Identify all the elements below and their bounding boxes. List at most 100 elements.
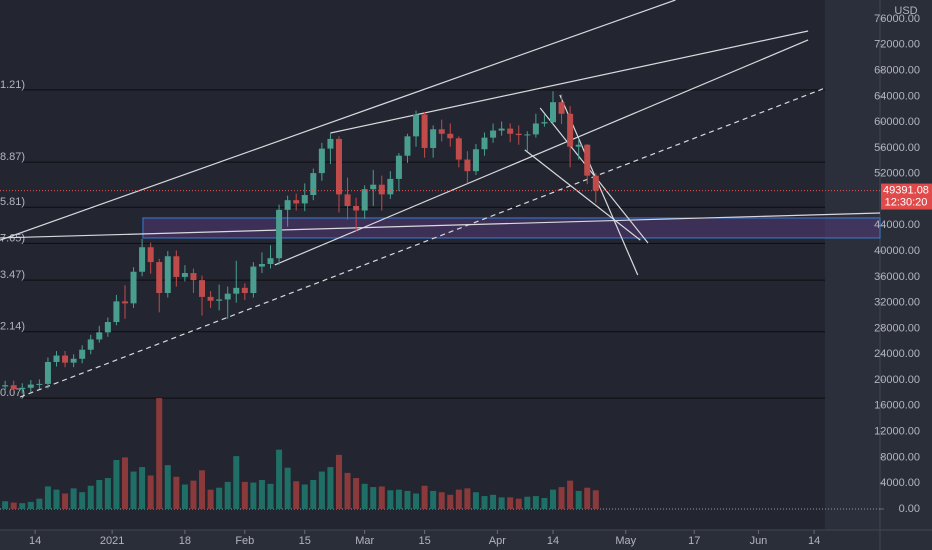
candle-body xyxy=(250,266,257,294)
candle-body xyxy=(558,102,565,114)
trendline xyxy=(0,212,881,239)
fib-level-label: 1.21) xyxy=(0,79,25,91)
volume-bar xyxy=(310,479,317,509)
y-tick-label: 64000.00 xyxy=(874,90,920,102)
trendline xyxy=(524,149,641,241)
fib-level-label: 0.07) xyxy=(0,387,25,399)
candle-body xyxy=(370,184,377,190)
x-tick-label: 17 xyxy=(688,535,700,547)
x-tick-label: 14 xyxy=(808,535,820,547)
fib-level-label: 8.87) xyxy=(0,151,25,163)
fib-level-label: 2.14) xyxy=(0,321,25,333)
volume-bar xyxy=(490,494,497,509)
volume-bar xyxy=(318,471,325,509)
candle-body xyxy=(447,133,454,139)
candle-body xyxy=(395,155,402,179)
candle-body xyxy=(378,184,385,195)
volume-bar xyxy=(464,488,471,509)
candle-body xyxy=(130,271,137,304)
candle-body xyxy=(164,256,171,294)
volume-bar xyxy=(267,483,274,509)
candle-body xyxy=(310,173,317,196)
volume-bar xyxy=(293,481,300,509)
volume-bar xyxy=(395,489,402,509)
volume-bar xyxy=(216,487,223,509)
candle-body xyxy=(541,122,548,124)
y-tick-label: 0.00 xyxy=(899,503,920,515)
volume-bar xyxy=(575,490,582,509)
fib-level-label: 3.47) xyxy=(0,269,25,281)
candle-body xyxy=(472,149,479,172)
volume-bar xyxy=(447,494,454,509)
candle-body xyxy=(490,130,497,138)
volume-bar xyxy=(438,492,445,509)
volume-bar xyxy=(370,487,377,509)
volume-bar xyxy=(70,488,77,509)
x-tick-label: 2021 xyxy=(100,535,124,547)
volume-bar xyxy=(164,465,171,509)
volume-bar xyxy=(96,479,103,509)
y-tick-label: 4000.00 xyxy=(880,477,920,489)
volume-bar xyxy=(224,481,231,509)
volume-bar xyxy=(584,487,591,509)
candle-body xyxy=(464,159,471,172)
volume-bar xyxy=(387,490,394,509)
y-tick-label: 20000.00 xyxy=(874,374,920,386)
candle-body xyxy=(190,273,197,281)
trendline xyxy=(330,30,809,134)
y-tick-label: 40000.00 xyxy=(874,245,920,257)
candle-body xyxy=(113,301,120,323)
candle-body xyxy=(584,144,591,176)
volume-bar xyxy=(430,490,437,509)
x-tick-label: Feb xyxy=(235,535,254,547)
candle-body xyxy=(62,355,69,363)
candle-body xyxy=(121,301,128,304)
volume-bar xyxy=(301,484,308,509)
volume-bar xyxy=(472,492,479,509)
candle-body xyxy=(2,385,9,387)
price-box xyxy=(881,183,932,210)
candle-body xyxy=(96,332,103,340)
x-tick-label: 18 xyxy=(179,535,191,547)
volume-bar xyxy=(327,467,334,509)
countdown: 12:30:20 xyxy=(885,196,928,208)
candle-body xyxy=(344,194,351,206)
x-tick-label: May xyxy=(615,535,636,547)
candle-body xyxy=(524,134,531,136)
candle-body xyxy=(36,383,43,385)
trendline xyxy=(0,0,676,241)
candle-body xyxy=(318,148,325,174)
current-price-label: 49391.08 xyxy=(883,184,929,196)
x-tick-label: 15 xyxy=(299,535,311,547)
candle-body xyxy=(233,287,240,294)
volume-bar xyxy=(87,485,94,509)
x-tick-label: 15 xyxy=(418,535,430,547)
y-tick-label: 12000.00 xyxy=(874,426,920,438)
volume-bar xyxy=(53,489,60,509)
y-tick-label: 52000.00 xyxy=(874,168,920,180)
x-tick-label: 14 xyxy=(547,535,559,547)
y-tick-label: 8000.00 xyxy=(880,451,920,463)
candle-body xyxy=(421,114,428,148)
volume-bar xyxy=(241,481,248,509)
volume-bar xyxy=(44,486,51,509)
candle-body xyxy=(498,128,505,131)
volume-bar xyxy=(27,501,34,509)
x-tick-label: Mar xyxy=(355,535,374,547)
candle-body xyxy=(455,138,462,160)
candle-body xyxy=(532,123,539,135)
volume-bar xyxy=(481,496,488,509)
volume-bar xyxy=(156,398,163,509)
candle-body xyxy=(104,322,111,333)
volume-bar xyxy=(104,478,111,509)
y-tick-label: 60000.00 xyxy=(874,116,920,128)
y-tick-label: 36000.00 xyxy=(874,271,920,283)
volume-bar xyxy=(455,489,462,509)
candle-body xyxy=(173,256,180,277)
candle-body xyxy=(335,138,342,195)
volume-bar xyxy=(378,486,385,509)
candle-body xyxy=(567,113,574,147)
candle-body xyxy=(27,384,34,388)
volume-bar xyxy=(121,457,128,509)
